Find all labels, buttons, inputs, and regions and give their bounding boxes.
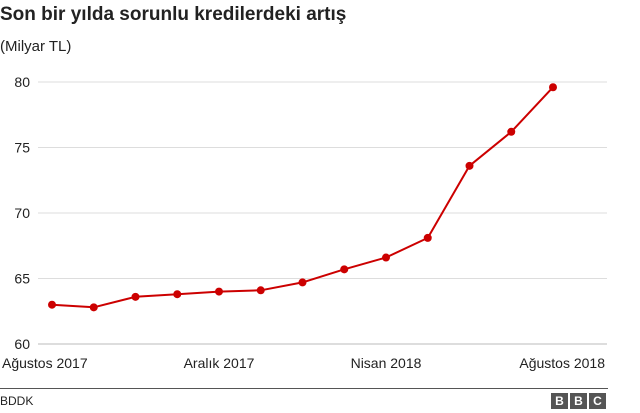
footer-divider xyxy=(0,388,608,389)
chart-title: Son bir yılda sorunlu kredilerdeki artış xyxy=(0,4,347,25)
y-tick-label: 65 xyxy=(14,271,30,287)
data-point xyxy=(298,278,307,287)
bbc-logo-letter: C xyxy=(589,393,606,409)
x-tick-label: Aralık 2017 xyxy=(184,355,255,371)
data-point xyxy=(465,161,474,170)
source-label: BDDK xyxy=(0,394,34,408)
series-line xyxy=(51,86,554,309)
data-point xyxy=(340,265,349,274)
data-point xyxy=(215,287,223,296)
data-point xyxy=(507,127,516,136)
bbc-logo-letter: B xyxy=(551,393,568,409)
y-tick-label: 70 xyxy=(14,205,30,221)
chart-subtitle: (Milyar TL) xyxy=(0,38,72,55)
data-point xyxy=(89,303,98,312)
x-tick-label: Ağustos 2018 xyxy=(519,355,605,371)
x-tick-label: Ağustos 2017 xyxy=(2,355,88,371)
y-tick-label: 60 xyxy=(14,336,30,352)
data-point xyxy=(423,233,432,242)
data-point xyxy=(382,253,390,262)
y-tick-label: 80 xyxy=(14,74,30,90)
data-point xyxy=(173,290,182,299)
x-tick-label: Nisan 2018 xyxy=(351,355,422,371)
bbc-logo: B B C xyxy=(551,393,606,409)
data-point xyxy=(48,300,56,309)
line-chart: 60 65 70 75 80 Ağustos 2017 Aralık 2017 Nisan 2… xyxy=(2,74,607,371)
y-tick-label: 75 xyxy=(14,140,30,156)
data-point xyxy=(131,292,140,301)
bbc-logo-letter: B xyxy=(570,393,587,409)
data-point xyxy=(256,286,265,295)
data-point xyxy=(549,83,557,92)
